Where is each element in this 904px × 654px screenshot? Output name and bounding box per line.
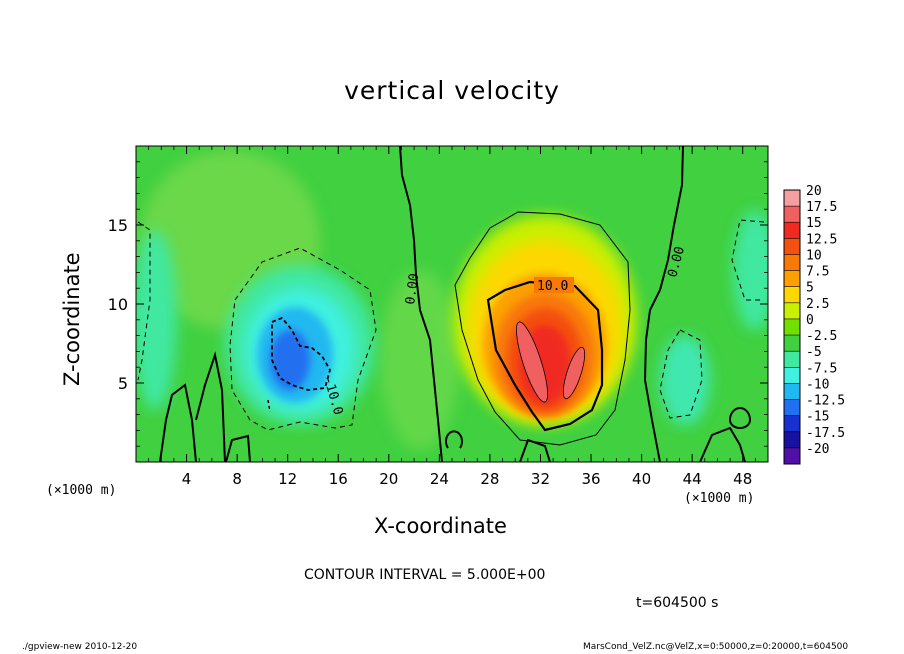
colorbar-label: 10: [806, 248, 822, 263]
colorbar-label: -10: [806, 377, 829, 392]
colorbar-swatch: [784, 383, 800, 401]
x-axis: 4 8 12 16 20 24 28 32 36 40 44 48: [148, 146, 769, 488]
negative-contour: [659, 329, 703, 419]
zero-contour: [729, 407, 752, 429]
negative-contour: [229, 247, 377, 431]
x-tick-label: 28: [480, 470, 499, 488]
x-tick-label: 44: [683, 470, 702, 488]
footer-left: ./gpview-new 2010-12-20: [22, 642, 138, 652]
colorbar-swatch: [784, 335, 800, 352]
weak-downdraft-left: [136, 230, 177, 410]
colorbar-label: 15: [806, 216, 822, 231]
x-unit-label-right: (×1000 m): [684, 491, 755, 506]
contour-label-zero-left: 0.00: [403, 272, 422, 305]
y-axis-label: Z-coordinate: [60, 252, 84, 386]
colorbar-label: 12.5: [806, 232, 837, 247]
weak-downdraft-right: [733, 210, 768, 330]
x-tick-label: 40: [632, 470, 651, 488]
x-axis-label: X-coordinate: [374, 514, 507, 538]
x-unit-label-left: (×1000 m): [46, 483, 117, 498]
zero-contour: [445, 430, 463, 449]
zero-contour: [699, 426, 746, 462]
x-tick-label: 36: [581, 470, 600, 488]
x-tick-label: 20: [379, 470, 398, 488]
minus-ten-contour: [267, 399, 271, 413]
colorbar-label: -17.5: [806, 426, 845, 441]
zero-contour: [225, 434, 251, 462]
colorbar-swatch: [784, 318, 800, 336]
colorbar-swatch: [784, 254, 800, 272]
colorbar-label: -7.5: [806, 361, 837, 376]
time-note: t=604500 s: [636, 595, 719, 611]
colorbar-swatch: [784, 190, 800, 207]
velocity-field: [136, 146, 768, 462]
colorbar-label: -2.5: [806, 329, 837, 344]
colorbar-swatch: [784, 447, 800, 465]
colorbar-label: 7.5: [806, 265, 829, 280]
x-tick-label: 32: [531, 470, 550, 488]
colorbar-label: 5: [806, 281, 814, 296]
colorbar-swatch: [784, 302, 800, 320]
x-tick-label: 8: [232, 470, 242, 488]
x-tick-label: 4: [182, 470, 192, 488]
negative-contour: [137, 221, 151, 381]
zero-contour: [399, 146, 443, 462]
colorbar-swatch: [784, 206, 800, 223]
x-tick-label: 16: [329, 470, 348, 488]
colorbar-label: 17.5: [806, 200, 837, 215]
colorbar-swatch: [784, 351, 800, 368]
colorbar-label: -20: [806, 442, 829, 457]
y-tick-label: 5: [118, 374, 128, 393]
updraft-core-right: [562, 346, 586, 400]
downdraft-core: [270, 330, 310, 390]
colorbar-label: -5: [806, 345, 822, 360]
colorbar-label: 20: [806, 184, 822, 199]
chart-title: vertical velocity: [344, 76, 560, 105]
minus-ten-contour: [271, 316, 331, 391]
colorbar-swatch: [784, 399, 800, 417]
y-axis: 5 10 15: [108, 161, 768, 447]
x-tick-label: 24: [430, 470, 449, 488]
colorbar-label: -12.5: [806, 394, 845, 409]
x-tick-label: 12: [278, 470, 297, 488]
weak-updraft-patch: [380, 270, 460, 450]
colorbar-swatch: [784, 286, 800, 304]
colorbar-swatch: [784, 270, 800, 288]
negative-contour: [731, 219, 765, 301]
contour-interval-note: CONTOUR INTERVAL = 5.000E+00: [304, 567, 546, 583]
colorbar-label: 2.5: [806, 297, 829, 312]
y-tick-label: 10: [108, 295, 128, 314]
contour-label-bg: [534, 277, 574, 293]
colorbar-swatch: [784, 367, 800, 384]
colorbar-swatch: [784, 415, 800, 433]
positive-contour: [454, 211, 631, 446]
updraft-core-left: [516, 321, 548, 403]
zero-contour: [519, 438, 551, 462]
zero-contour: [195, 351, 226, 462]
colorbar-swatch: [784, 431, 800, 449]
contour-label-10: 10.0: [537, 279, 568, 294]
colorbar-swatch: [784, 238, 800, 255]
footer-right: MarsCond_VelZ.nc@VelZ,x=0:50000,z=0:2000…: [583, 642, 849, 652]
x-tick-label: 48: [733, 470, 752, 488]
weak-downdraft-right-low: [660, 335, 710, 425]
colorbar-swatch: [784, 222, 800, 239]
colorbar-label: -15: [806, 410, 829, 425]
y-tick-label: 15: [108, 216, 128, 235]
zero-contour: [159, 383, 197, 462]
colorbar-label: 0: [806, 313, 814, 328]
zero-contour: [643, 146, 684, 462]
